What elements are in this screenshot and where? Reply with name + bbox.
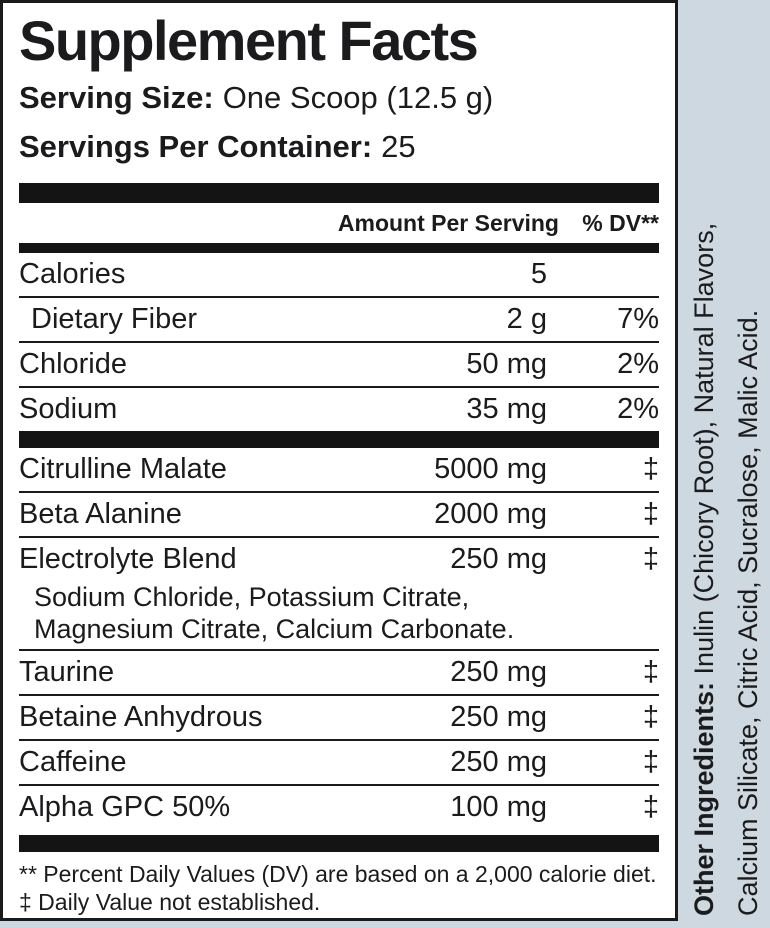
ingredient-row: Taurine 250 mg ‡ bbox=[19, 651, 659, 694]
nutrient-name: Dietary Fiber bbox=[31, 303, 197, 335]
serving-size-line: Serving Size: One Scoop (12.5 g) bbox=[19, 73, 659, 122]
percent-dv-header: % DV** bbox=[582, 209, 659, 236]
ingredient-row: Citrulline Malate 5000 mg ‡ bbox=[19, 448, 659, 491]
row-separator bbox=[19, 694, 659, 696]
ingredient-row: Betaine Anhydrous 250 mg ‡ bbox=[19, 696, 659, 739]
row-separator bbox=[19, 739, 659, 741]
ingredient-name: Betaine Anhydrous bbox=[19, 701, 263, 733]
nutrient-dv: 7% bbox=[617, 303, 659, 335]
ingredient-dv: ‡ bbox=[642, 746, 659, 778]
ingredient-row: Electrolyte Blend 250 mg ‡ bbox=[19, 538, 659, 581]
section-divider-bar-middle bbox=[19, 431, 659, 448]
row-separator bbox=[19, 784, 659, 786]
ingredient-dv: ‡ bbox=[642, 656, 659, 688]
row-separator bbox=[19, 296, 659, 298]
other-ingredients-line-2: Calcium Silicate, Citric Acid, Sucralose… bbox=[733, 309, 763, 916]
ingredient-row: Alpha GPC 50% 100 mg ‡ bbox=[19, 786, 659, 829]
nutrient-amount: 35 mg bbox=[466, 393, 547, 425]
other-ingredients-line-1-rest: Inulin (Chicory Root), Natural Flavors, bbox=[689, 222, 719, 675]
ingredient-amount: 250 mg bbox=[450, 656, 547, 688]
blend-components-line: Sodium Chloride, Potassium Citrate, bbox=[34, 582, 470, 612]
nutrient-dv: 2% bbox=[617, 393, 659, 425]
ingredient-dv: ‡ bbox=[642, 543, 659, 575]
ingredient-amount: 100 mg bbox=[450, 791, 547, 823]
ingredient-amount: 2000 mg bbox=[434, 498, 547, 530]
row-separator bbox=[19, 341, 659, 343]
other-ingredients-line-1: Other Ingredients: Inulin (Chicory Root)… bbox=[682, 8, 726, 916]
row-separator bbox=[19, 536, 659, 538]
column-headers: Amount Per Serving % DV** bbox=[19, 203, 659, 243]
row-separator bbox=[19, 386, 659, 388]
servings-label: Servings Per Container: bbox=[19, 129, 373, 164]
row-separator bbox=[19, 491, 659, 493]
nutrient-name: Calories bbox=[19, 258, 126, 290]
ingredient-name: Caffeine bbox=[19, 746, 127, 778]
nutrient-amount: 5 bbox=[530, 258, 547, 290]
ingredient-amount: 250 mg bbox=[450, 543, 547, 575]
ingredient-dv: ‡ bbox=[642, 453, 659, 485]
ingredient-amount: 5000 mg bbox=[434, 453, 547, 485]
header-divider-bar bbox=[19, 243, 659, 253]
ingredient-row: Caffeine 250 mg ‡ bbox=[19, 741, 659, 784]
other-ingredients-label: Other Ingredients: bbox=[689, 681, 719, 916]
ingredient-name: Alpha GPC 50% bbox=[19, 791, 231, 823]
amount-per-serving-header: Amount Per Serving bbox=[337, 209, 559, 236]
dagger-footnote: ‡ Daily Value not established. bbox=[19, 889, 321, 915]
servings-value: 25 bbox=[381, 129, 416, 164]
ingredient-name: Beta Alanine bbox=[19, 498, 182, 530]
ingredient-dv: ‡ bbox=[642, 498, 659, 530]
section-divider-bar-top bbox=[19, 183, 659, 203]
ingredient-row: Beta Alanine 2000 mg ‡ bbox=[19, 493, 659, 536]
supplement-facts-panel: Supplement Facts Serving Size: One Scoop … bbox=[0, 0, 678, 921]
nutrient-row: Calories 5 bbox=[19, 253, 659, 296]
ingredient-amount: 250 mg bbox=[450, 701, 547, 733]
dv-footnote: ** Percent Daily Values (DV) are based o… bbox=[19, 861, 657, 887]
blend-components-line: Magnesium Citrate, Calcium Carbonate. bbox=[34, 614, 515, 644]
panel-title: Supplement Facts bbox=[19, 9, 479, 72]
serving-size-value: One Scoop (12.5 g) bbox=[222, 80, 494, 115]
servings-per-container-line: Servings Per Container: 25 bbox=[19, 122, 659, 171]
ingredient-name: Citrulline Malate bbox=[19, 453, 227, 485]
ingredient-dv: ‡ bbox=[642, 791, 659, 823]
nutrient-row: Dietary Fiber 2 g 7% bbox=[19, 298, 659, 341]
row-separator bbox=[19, 649, 659, 651]
nutrient-amount: 2 g bbox=[506, 303, 547, 335]
nutrient-row: Chloride 50 mg 2% bbox=[19, 343, 659, 386]
ingredient-name: Taurine bbox=[19, 656, 115, 688]
nutrient-row: Sodium 35 mg 2% bbox=[19, 388, 659, 431]
nutrient-dv: 2% bbox=[617, 348, 659, 380]
nutrient-name: Sodium bbox=[19, 393, 118, 425]
ingredient-dv: ‡ bbox=[642, 701, 659, 733]
serving-size-label: Serving Size: bbox=[19, 80, 214, 115]
other-ingredients-text: Other Ingredients: Inulin (Chicory Root)… bbox=[682, 8, 770, 928]
nutrient-name: Chloride bbox=[19, 348, 127, 380]
section-divider-bar-bottom bbox=[19, 835, 659, 852]
ingredient-name: Electrolyte Blend bbox=[19, 543, 237, 575]
ingredient-amount: 250 mg bbox=[450, 746, 547, 778]
nutrient-amount: 50 mg bbox=[466, 348, 547, 380]
